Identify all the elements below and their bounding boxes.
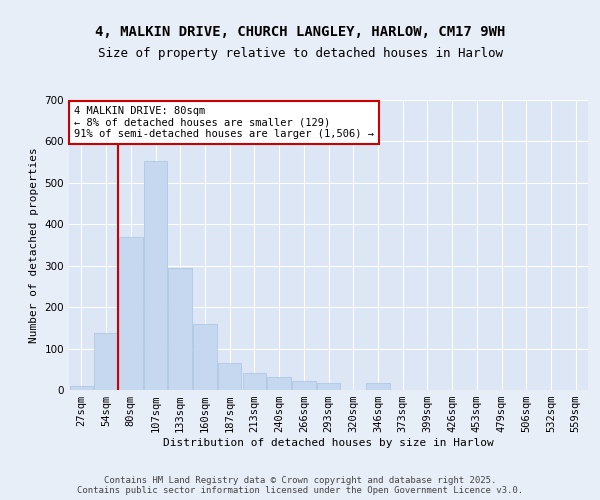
Bar bbox=[193, 324, 217, 390]
Bar bbox=[70, 386, 93, 390]
Bar bbox=[317, 382, 340, 390]
Bar bbox=[218, 363, 241, 390]
Bar bbox=[169, 268, 192, 390]
Y-axis label: Number of detached properties: Number of detached properties bbox=[29, 147, 39, 343]
Bar bbox=[242, 372, 266, 390]
Bar bbox=[144, 161, 167, 390]
Text: Size of property relative to detached houses in Harlow: Size of property relative to detached ho… bbox=[97, 48, 503, 60]
Text: 4, MALKIN DRIVE, CHURCH LANGLEY, HARLOW, CM17 9WH: 4, MALKIN DRIVE, CHURCH LANGLEY, HARLOW,… bbox=[95, 25, 505, 39]
Bar bbox=[366, 382, 389, 390]
Text: Contains HM Land Registry data © Crown copyright and database right 2025.
Contai: Contains HM Land Registry data © Crown c… bbox=[77, 476, 523, 495]
X-axis label: Distribution of detached houses by size in Harlow: Distribution of detached houses by size … bbox=[163, 438, 494, 448]
Bar bbox=[119, 236, 143, 390]
Bar bbox=[268, 376, 291, 390]
Text: 4 MALKIN DRIVE: 80sqm
← 8% of detached houses are smaller (129)
91% of semi-deta: 4 MALKIN DRIVE: 80sqm ← 8% of detached h… bbox=[74, 106, 374, 139]
Bar bbox=[292, 381, 316, 390]
Bar bbox=[94, 333, 118, 390]
